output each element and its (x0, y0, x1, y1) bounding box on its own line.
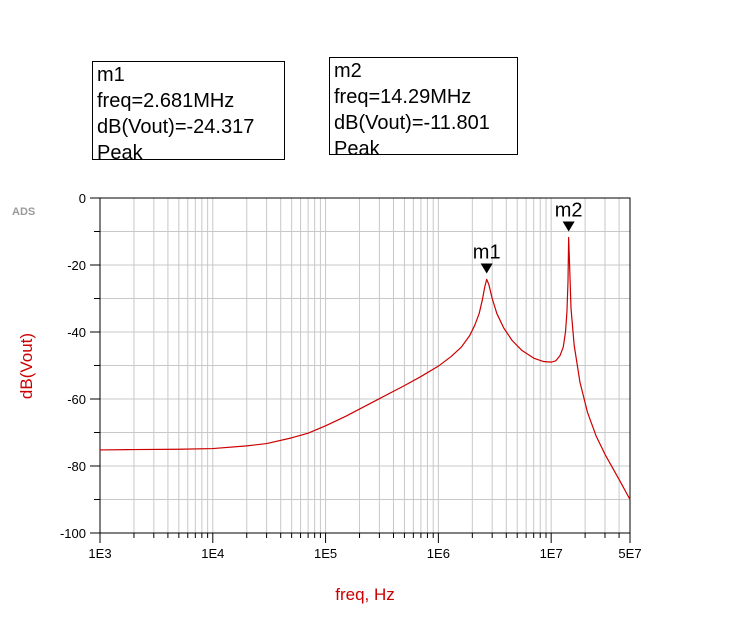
x-tick-label: 1E3 (88, 546, 111, 561)
ads-brand-label: ADS (12, 206, 35, 218)
marker-frequency: freq=14.29MHz (334, 86, 472, 108)
y-tick-label: -20 (67, 258, 86, 273)
x-tick-label: 1E4 (201, 546, 224, 561)
marker-layer: m1 m2 (473, 200, 583, 274)
y-tick-label: -40 (67, 325, 86, 340)
y-axis-label: dB(Vout) (17, 333, 36, 399)
marker-readout-m2[interactable]: m2 freq=14.29MHz dB(Vout)=-11.801 Peak (329, 57, 518, 160)
marker-name: m2 (334, 60, 362, 82)
series-line-dbvout (99, 236, 631, 500)
x-tick-label: 1E5 (314, 546, 337, 561)
series-layer (99, 236, 631, 500)
marker-value: dB(Vout)=-11.801 (334, 112, 490, 134)
grid (100, 198, 630, 533)
marker-label-m2: m2 (555, 200, 583, 222)
y-tick-label: 0 (79, 191, 86, 206)
y-tick-label: -60 (67, 392, 86, 407)
y-tick-label: -100 (60, 526, 86, 541)
x-axis-label: freq, Hz (335, 585, 395, 604)
marker-frequency: freq=2.681MHz (97, 90, 235, 112)
marker-readout-m1[interactable]: m1 freq=2.681MHz dB(Vout)=-24.317 Peak (92, 61, 285, 164)
y-tick-label: -80 (67, 459, 86, 474)
marker-label-m1: m1 (473, 241, 501, 263)
marker-triangle-m2 (562, 221, 575, 232)
x-tick-label: 1E7 (540, 546, 563, 561)
x-tick-label: 1E6 (427, 546, 450, 561)
marker-type: Peak (334, 138, 380, 160)
marker-triangle-m1 (480, 263, 493, 274)
axis-ticks (90, 197, 631, 543)
marker-value: dB(Vout)=-24.317 (97, 116, 255, 138)
marker-name: m1 (97, 64, 125, 86)
x-tick-label: 5E7 (618, 546, 641, 561)
marker-type: Peak (97, 142, 143, 164)
